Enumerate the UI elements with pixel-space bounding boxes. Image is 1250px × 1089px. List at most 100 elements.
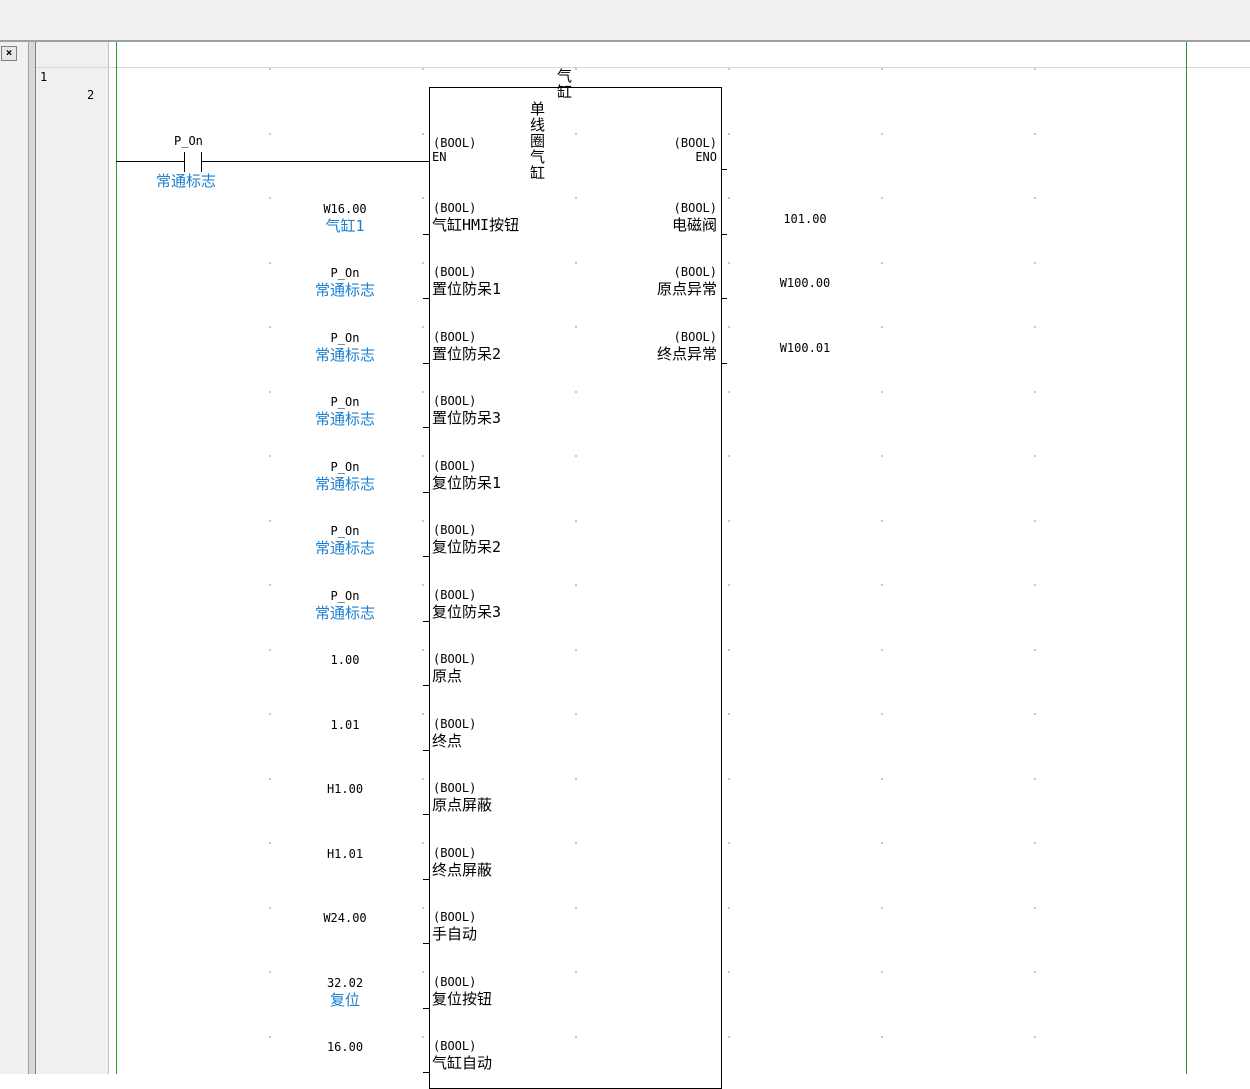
input-pin-label: 复位防呆2 bbox=[432, 538, 502, 556]
input-operand-comment: 常通标志 bbox=[314, 410, 375, 428]
grid-dot bbox=[422, 778, 424, 780]
input-pin-label: 置位防呆2 bbox=[432, 345, 502, 363]
input-operand-address[interactable]: P_On bbox=[330, 395, 360, 409]
grid-dot bbox=[1034, 713, 1036, 715]
input-pin-stub bbox=[423, 1072, 429, 1073]
grid-dot bbox=[422, 907, 424, 909]
input-pin-label: 复位防呆3 bbox=[432, 603, 502, 621]
grid-dot bbox=[728, 1036, 730, 1038]
input-operand-address[interactable]: P_On bbox=[330, 589, 360, 603]
grid-dot bbox=[422, 68, 424, 70]
grid-dot bbox=[1034, 649, 1036, 651]
grid-dot bbox=[881, 133, 883, 135]
grid-dot bbox=[881, 520, 883, 522]
input-pin-stub bbox=[423, 492, 429, 493]
grid-dot bbox=[422, 971, 424, 973]
input-operand-comment: 复位 bbox=[329, 991, 360, 1009]
grid-dot bbox=[422, 842, 424, 844]
output-pin-label: 原点异常 bbox=[656, 280, 717, 298]
grid-dot bbox=[269, 584, 271, 586]
rung-number-column bbox=[36, 42, 109, 1074]
input-operand-address[interactable]: P_On bbox=[330, 460, 360, 474]
grid-dot bbox=[575, 649, 577, 651]
contact-address[interactable]: P_On bbox=[174, 134, 203, 148]
pin-type: (BOOL) bbox=[433, 330, 477, 344]
input-operand-address[interactable]: W16.00 bbox=[323, 202, 367, 216]
output-operand-address[interactable]: W100.00 bbox=[779, 276, 831, 290]
grid-dot bbox=[575, 197, 577, 199]
side-panel bbox=[0, 42, 29, 1074]
grid-dot bbox=[269, 133, 271, 135]
pin-type: (BOOL) bbox=[433, 846, 477, 860]
input-operand-address[interactable]: 32.02 bbox=[326, 976, 364, 990]
pin-type: (BOOL) bbox=[433, 394, 477, 408]
grid-dot bbox=[881, 649, 883, 651]
block-type-name: 单线圈气缸 bbox=[530, 100, 546, 182]
grid-dot bbox=[1034, 455, 1036, 457]
grid-dot bbox=[575, 713, 577, 715]
input-pin-label: 终点 bbox=[432, 732, 463, 750]
rung-number: 1 bbox=[40, 70, 48, 84]
input-pin-label: EN bbox=[432, 150, 447, 164]
grid-dot bbox=[269, 778, 271, 780]
grid-dot bbox=[881, 907, 883, 909]
pin-type: (BOOL) bbox=[673, 265, 717, 279]
input-pin-stub bbox=[423, 556, 429, 557]
input-operand-address[interactable]: 16.00 bbox=[326, 1040, 364, 1054]
pin-type: (BOOL) bbox=[433, 523, 477, 537]
output-pin-stub bbox=[721, 234, 727, 235]
grid-dot bbox=[1034, 262, 1036, 264]
input-operand-address[interactable]: 1.00 bbox=[330, 653, 360, 667]
grid-dot bbox=[269, 326, 271, 328]
input-pin-stub bbox=[423, 427, 429, 428]
pin-type: (BOOL) bbox=[433, 652, 477, 666]
grid-dot bbox=[269, 649, 271, 651]
output-pin-label: ENO bbox=[695, 150, 717, 164]
pin-type: (BOOL) bbox=[433, 717, 477, 731]
input-pin-label: 复位防呆1 bbox=[432, 474, 502, 492]
pin-type: (BOOL) bbox=[433, 201, 477, 215]
grid-dot bbox=[269, 907, 271, 909]
input-operand-address[interactable]: H1.00 bbox=[326, 782, 364, 796]
input-pin-label: 原点屏蔽 bbox=[432, 796, 493, 814]
grid-dot bbox=[575, 907, 577, 909]
input-operand-address[interactable]: P_On bbox=[330, 266, 360, 280]
grid-dot bbox=[881, 197, 883, 199]
input-operand-address[interactable]: W24.00 bbox=[323, 911, 367, 925]
grid-dot bbox=[1034, 197, 1036, 199]
input-pin-stub bbox=[423, 234, 429, 235]
output-operand-address[interactable]: 101.00 bbox=[783, 212, 827, 226]
step-number: 2 bbox=[87, 88, 95, 102]
input-operand-address[interactable]: P_On bbox=[330, 524, 360, 538]
grid-dot bbox=[269, 197, 271, 199]
input-pin-label: 手自动 bbox=[432, 925, 478, 943]
grid-dot bbox=[269, 520, 271, 522]
contact-comment: 常通标志 bbox=[156, 172, 217, 190]
input-operand-address[interactable]: 1.01 bbox=[330, 718, 360, 732]
grid-dot bbox=[422, 197, 424, 199]
grid-dot bbox=[422, 391, 424, 393]
grid-dot bbox=[575, 778, 577, 780]
toolbar-area bbox=[0, 0, 1250, 42]
input-operand-address[interactable]: P_On bbox=[330, 331, 360, 345]
grid-dot bbox=[575, 520, 577, 522]
input-pin-stub bbox=[423, 298, 429, 299]
left-power-rail bbox=[116, 42, 117, 1074]
input-operand-address[interactable]: H1.01 bbox=[326, 847, 364, 861]
input-pin-stub bbox=[423, 943, 429, 944]
grid-dot bbox=[269, 1036, 271, 1038]
grid-dot bbox=[728, 971, 730, 973]
output-operand-address[interactable]: W100.01 bbox=[779, 341, 831, 355]
close-icon[interactable]: × bbox=[1, 46, 17, 61]
grid-dot bbox=[728, 842, 730, 844]
grid-dot bbox=[422, 1036, 424, 1038]
pin-type: (BOOL) bbox=[433, 588, 477, 602]
pin-type: (BOOL) bbox=[433, 1039, 477, 1053]
grid-dot bbox=[269, 68, 271, 70]
input-operand-comment: 常通标志 bbox=[314, 475, 375, 493]
grid-dot bbox=[881, 1036, 883, 1038]
input-pin-stub bbox=[423, 363, 429, 364]
grid-dot bbox=[728, 907, 730, 909]
grid-dot bbox=[422, 262, 424, 264]
grid-dot bbox=[728, 197, 730, 199]
